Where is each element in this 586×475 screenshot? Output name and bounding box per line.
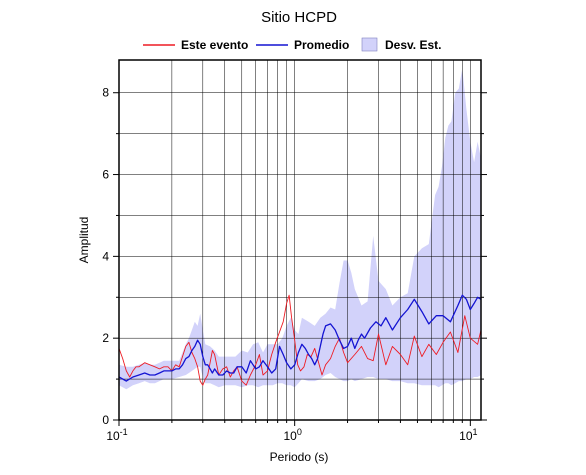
x-axis-label: Periodo (s) <box>270 450 329 464</box>
grid-layer <box>119 60 481 420</box>
y-tick-label: 0 <box>102 413 109 427</box>
legend-label-desv-est: Desv. Est. <box>385 38 441 52</box>
series-line-promedio <box>118 294 482 382</box>
series-layer <box>118 294 482 386</box>
y-tick-label: 6 <box>102 168 109 182</box>
y-axis-label: Amplitud <box>77 217 91 264</box>
axes-layer: 10-1 100 101 0 2 4 6 8 <box>102 59 487 443</box>
std-band-layer <box>119 68 481 390</box>
legend-swatch-desv-est <box>361 37 378 52</box>
std-band <box>119 68 481 390</box>
x-tick-label: 101 <box>459 427 477 443</box>
y-tick-label: 2 <box>102 331 109 345</box>
y-tick-label: 8 <box>102 86 109 100</box>
x-tick-label: 10-1 <box>106 427 127 443</box>
legend: Este evento Promedio Desv. Est. <box>143 37 441 52</box>
y-tick-label: 4 <box>102 249 109 263</box>
legend-label-este-evento: Este evento <box>181 38 248 52</box>
chart-title: Sitio HCPD <box>261 9 337 26</box>
series-line-este-evento <box>118 294 482 386</box>
plot-frame <box>118 59 482 421</box>
x-tick-label: 100 <box>283 427 301 443</box>
legend-label-promedio: Promedio <box>294 38 349 52</box>
